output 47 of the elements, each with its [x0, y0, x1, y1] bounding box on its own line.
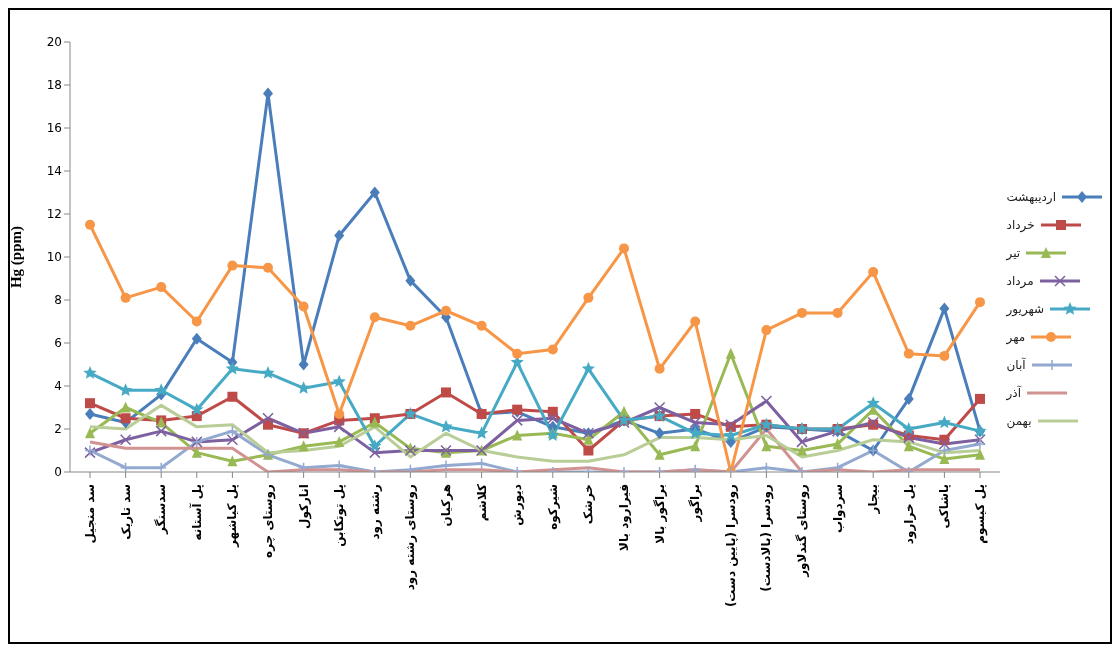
legend-label: آبان	[1006, 358, 1026, 372]
x-tick-label: روستای چره	[261, 483, 276, 558]
x-tick-label: روستای رشته رود	[403, 483, 419, 591]
x-tick-label: سردواب	[830, 484, 846, 534]
x-tick-label: دیورش	[510, 484, 526, 526]
legend-label: اردیبهشت	[1006, 190, 1056, 204]
x-tick-label: بیجار	[866, 484, 881, 515]
legend-label: مهر	[1006, 330, 1026, 344]
y-tick-label: 4	[54, 379, 62, 394]
y-tick-label: 14	[46, 164, 62, 179]
x-tick-label: خرشک	[581, 484, 596, 525]
y-tick-label: 10	[46, 250, 62, 265]
x-tick-label: پل کیاشهر	[225, 484, 240, 548]
x-tick-label: پل خرارود	[901, 484, 917, 545]
y-tick-label: 16	[46, 121, 62, 136]
x-tick-label: سدسنگر	[154, 484, 169, 535]
x-tick-label: انارکول	[296, 484, 312, 529]
legend-label: آذر	[1006, 386, 1022, 400]
y-tick-label: 20	[46, 35, 62, 50]
legend-label: خرداد	[1006, 218, 1035, 232]
x-tick-label: کلاشم	[474, 483, 489, 522]
legend-label: تیر	[1006, 246, 1021, 260]
x-tick-label: رودسرا (بالادست)	[759, 483, 775, 592]
x-tick-label: براگور	[688, 484, 704, 523]
y-tick-label: 8	[54, 293, 62, 308]
x-tick-label: پل آستانه	[188, 484, 204, 541]
y-tick-label: 12	[46, 207, 62, 222]
x-tick-label: براگور بالا	[652, 484, 668, 544]
x-tick-label: هرکیان	[439, 484, 453, 527]
x-tick-label: روستای گندلاور	[795, 483, 810, 578]
x-tick-label: فیرارود بالا	[617, 484, 632, 551]
x-tick-label: پاشاکی	[937, 484, 952, 529]
y-tick-label: 0	[54, 465, 62, 480]
x-tick-label: رشته رود	[367, 483, 383, 540]
x-tick-label: پل توتکابن	[332, 484, 348, 547]
x-tick-label: رودسرا (پایین دست)	[723, 483, 739, 608]
x-tick-label: پل کیسوم	[973, 484, 988, 544]
legend-label: مرداد	[1006, 274, 1034, 288]
y-tick-label: 6	[54, 336, 62, 351]
y-tick-label: 2	[54, 422, 62, 437]
y-tick-label: 18	[46, 78, 62, 93]
legend-label: بهمن	[1006, 414, 1032, 428]
x-tick-label: سد منجیل	[83, 484, 97, 544]
y-axis-title: Hg (ppm)	[8, 225, 26, 289]
x-tick-label: شیرکوه	[545, 484, 561, 530]
x-tick-label: سد تاریک	[118, 484, 133, 540]
legend-label: شهریور	[1006, 302, 1045, 316]
